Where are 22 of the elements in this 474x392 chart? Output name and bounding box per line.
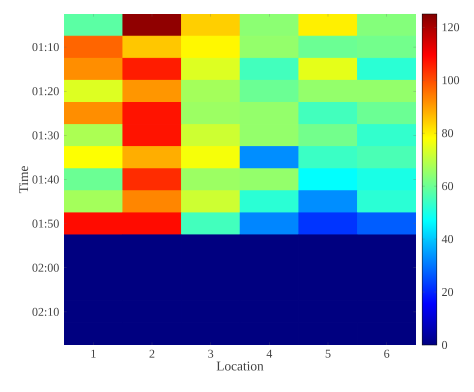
x-tick-label: 4 [266,350,272,358]
color-bar-label: 0 [442,340,448,350]
y-tick-label: 01:10 [32,43,59,52]
color-bar-label: 100 [442,76,460,84]
color-bar-label: 120 [442,23,460,32]
y-tick-label: 01:20 [32,87,59,96]
color-bar-label: 20 [442,288,454,296]
y-tick-label: 02:10 [32,308,59,316]
color-bar-label: 40 [442,235,454,244]
x-tick-label: 1 [91,350,96,358]
x-tick-label: 5 [326,350,331,358]
x-axis-title: Location [216,362,264,371]
x-tick-label: 6 [384,350,390,358]
color-bar-label: 60 [442,182,454,190]
color-bar-label: 80 [442,129,454,138]
y-tick-label: 01:40 [32,175,59,184]
y-axis-title: Time [19,166,28,194]
x-tick-label: 3 [208,350,214,358]
y-tick-label: 02:00 [32,264,59,272]
y-tick-label: 01:30 [32,131,59,140]
y-tick-label: 01:50 [32,220,59,228]
x-tick-label: 2 [150,350,154,358]
